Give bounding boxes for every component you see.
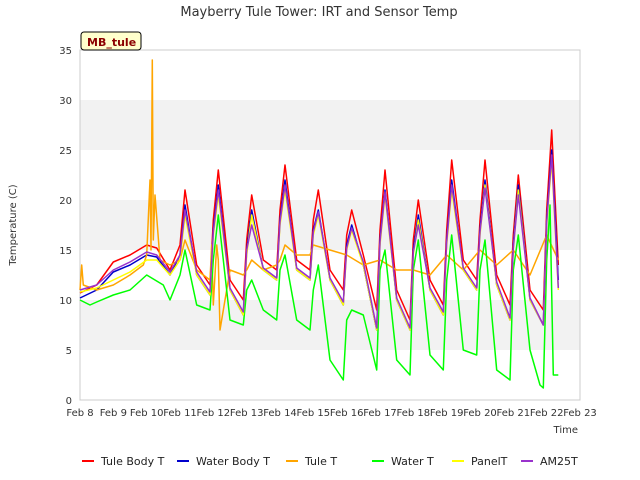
plot-frame — [79, 49, 581, 401]
badge-box — [80, 31, 142, 51]
y-tick-label: 20 — [59, 196, 72, 207]
chart-title: Mayberry Tule Tower: IRT and Sensor Temp — [180, 5, 457, 20]
y-tick-label: 0 — [66, 396, 72, 407]
legend-label: Tule T — [304, 455, 337, 468]
series-lines — [79, 59, 560, 389]
x-tick-label: Feb 19 — [430, 408, 464, 419]
y-axis-label: Temperature (C) — [8, 184, 19, 266]
y-tick-label: 25 — [59, 146, 72, 157]
series-line-water-t — [79, 204, 559, 389]
x-tick-label: Feb 8 — [66, 408, 93, 419]
x-tick-label: Feb 12 — [197, 408, 231, 419]
x-tick-label: Feb 14 — [263, 408, 297, 419]
grid-band — [80, 100, 580, 150]
y-tick-label: 30 — [59, 96, 72, 107]
x-tick-label: Feb 18 — [397, 408, 431, 419]
x-tick-label: Feb 20 — [463, 408, 497, 419]
y-tick-label: 10 — [59, 296, 72, 307]
y-tick-label: 15 — [59, 246, 72, 257]
x-tick-label: Feb 9 — [100, 408, 127, 419]
x-tick-label: Feb 15 — [297, 408, 331, 419]
legend-label: PanelT — [471, 455, 508, 468]
grid-band — [80, 200, 580, 250]
legend-label: Water Body T — [196, 455, 270, 468]
x-tick-label: Feb 23 — [563, 408, 597, 419]
x-axis-ticks: Feb 8 Feb 9 Feb 10 Feb 11 Feb 12 Feb 13 Feb 14… — [66, 408, 596, 419]
y-tick-label: 35 — [59, 46, 72, 57]
plot-background — [80, 50, 580, 400]
x-tick-label: Feb 11 — [163, 408, 197, 419]
grid-band — [80, 50, 580, 100]
x-tick-label: Feb 10 — [130, 408, 164, 419]
badge-label: MB_tule — [87, 36, 136, 49]
legend: Tule Body T Water Body T Tule T Water T Pane… — [82, 455, 578, 468]
y-tick-label: 5 — [66, 346, 72, 357]
series-line-am25t — [79, 154, 560, 329]
legend-label: Tule Body T — [100, 455, 165, 468]
x-tick-label: Feb 17 — [363, 408, 397, 419]
grid-band — [80, 150, 580, 200]
x-tick-label: Feb 13 — [230, 408, 264, 419]
legend-label: AM25T — [540, 455, 578, 468]
x-axis-label: Time — [553, 425, 578, 436]
station-badge: MB_tule — [80, 31, 142, 51]
x-tick-label: Feb 21 — [497, 408, 531, 419]
y-axis-ticks: 0 5 10 15 20 25 30 35 — [59, 46, 72, 407]
legend-label: Water T — [391, 455, 434, 468]
grid-band — [80, 300, 580, 350]
x-tick-label: Feb 22 — [530, 408, 564, 419]
x-tick-label: Feb 16 — [330, 408, 364, 419]
